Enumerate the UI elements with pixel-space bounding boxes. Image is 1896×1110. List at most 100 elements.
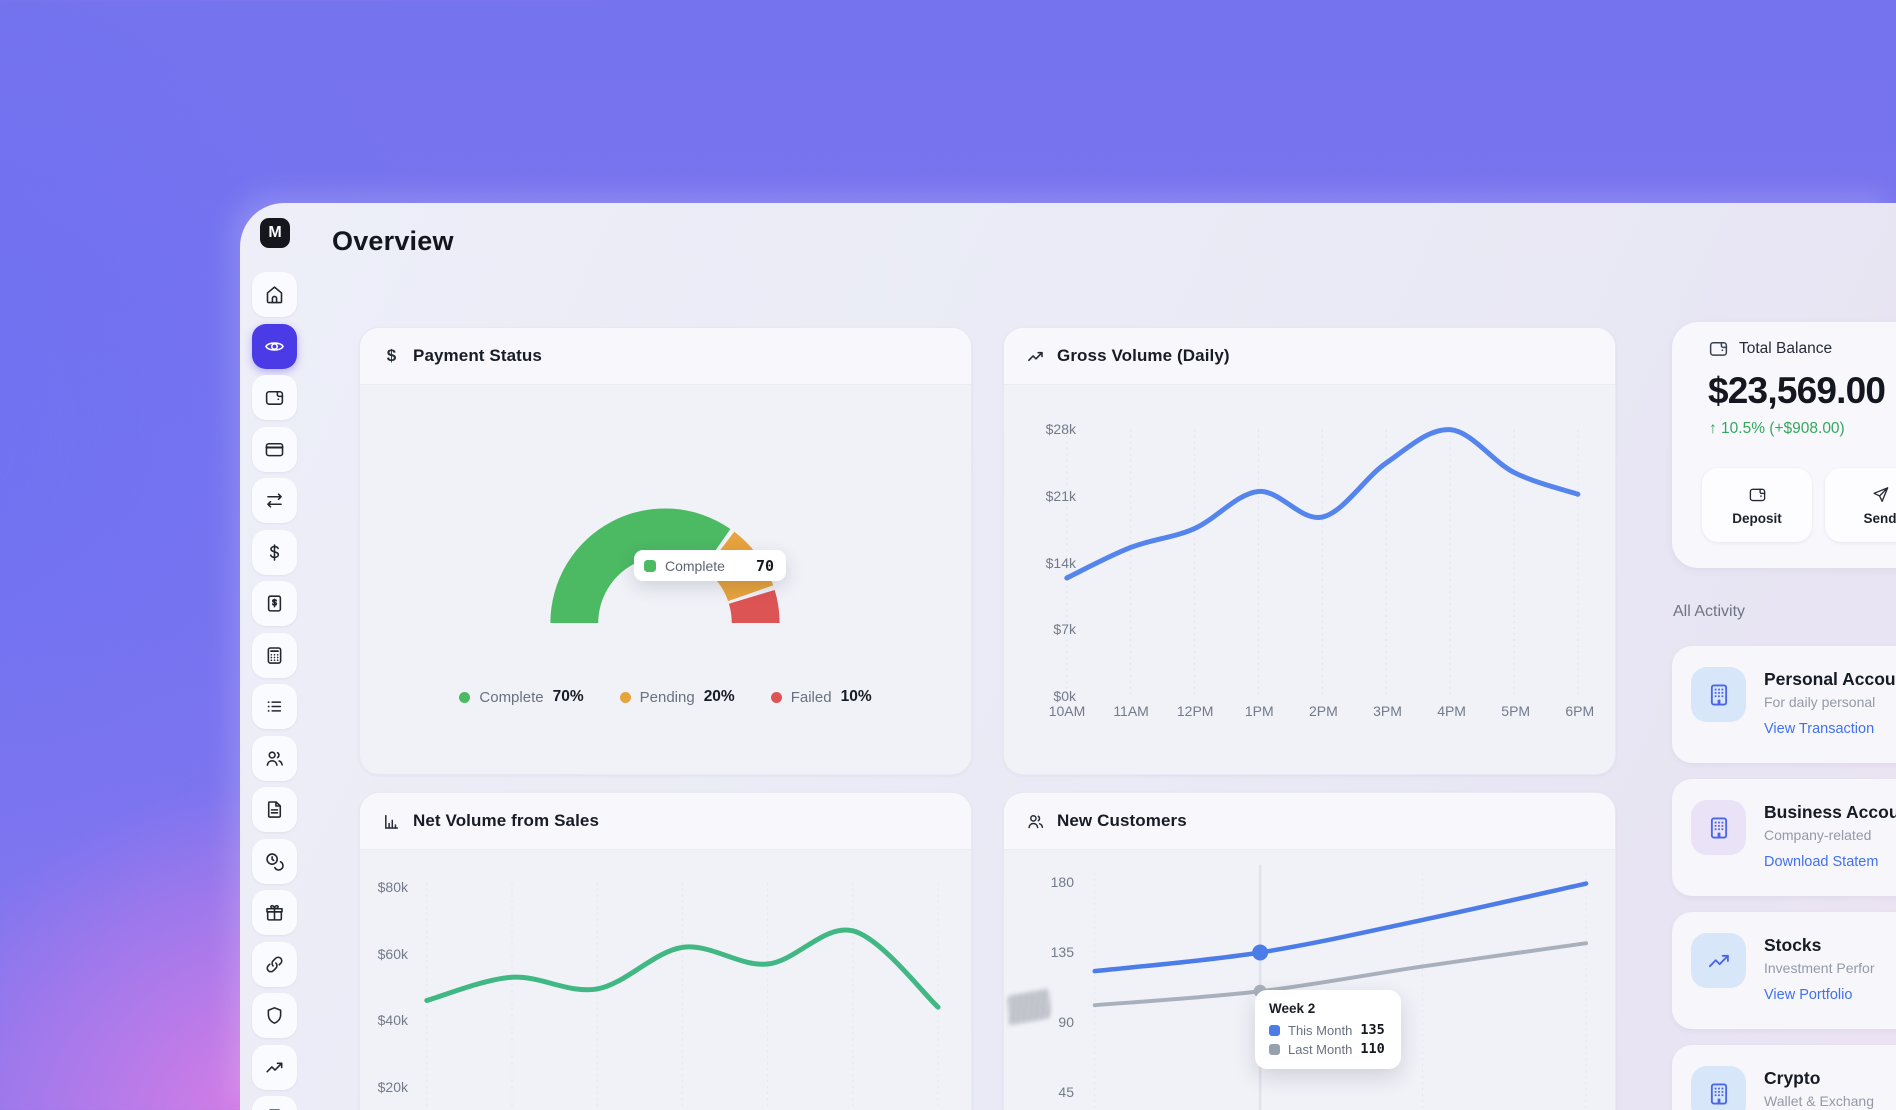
gauge-slice-failed[interactable] <box>728 589 780 624</box>
sidebar-item-wallet[interactable] <box>252 375 297 420</box>
dollar-icon <box>269 543 280 561</box>
sidebar-item-documents[interactable] <box>252 787 297 832</box>
activity-subtitle: Company-related <box>1764 827 1872 843</box>
sidebar-item-invoices[interactable] <box>252 581 297 626</box>
new-customers-header: New Customers <box>1004 793 1615 850</box>
customers-line-last-month[interactable] <box>1092 941 1589 1008</box>
axis-label: 6PM <box>1565 703 1595 719</box>
net-volume-chart[interactable] <box>360 793 971 1110</box>
gift-icon <box>266 904 283 921</box>
sidebar-item-transactions[interactable] <box>252 684 297 729</box>
legend-dot <box>459 691 471 703</box>
gross-volume-line[interactable] <box>1064 427 1581 581</box>
shield-icon <box>267 1007 282 1024</box>
button-label: Send <box>1863 510 1896 526</box>
file-text-icon <box>267 801 282 818</box>
payment-status-legend: Complete 70% Pending 20% Failed 10% <box>360 688 971 706</box>
total-balance-card: Total Balance $23,569.00 ↑ 10.5% (+$908.… <box>1672 322 1896 568</box>
activity-card-stocks[interactable]: Stocks Investment Perfor View Portfolio <box>1672 912 1896 1029</box>
gross-volume-chart[interactable] <box>1004 328 1615 775</box>
receipt-dollar-icon <box>267 595 282 612</box>
axis-label: 180 <box>1050 874 1074 891</box>
legend-dot <box>619 691 631 703</box>
activity-link[interactable]: View Portfolio <box>1764 987 1853 1003</box>
legend-item-failed: Failed 10% <box>770 688 872 706</box>
sidebar-item-links[interactable] <box>252 941 297 987</box>
sidebar-item-analytics[interactable] <box>252 1044 297 1090</box>
axis-label: 11AM <box>1113 703 1149 719</box>
swap-arrows-icon <box>267 493 282 508</box>
payment-status-card: $ Payment Status Complete 70 Complete 70%… <box>359 327 972 775</box>
sidebar-item-calculator[interactable] <box>252 632 297 678</box>
net-volume-line[interactable] <box>424 927 941 1010</box>
axis-label: 135 <box>1050 944 1074 960</box>
sidebar-item-home[interactable] <box>252 272 297 317</box>
legend-value: 70% <box>552 688 584 705</box>
card-title: Gross Volume (Daily) <box>1057 346 1230 365</box>
series-value: 135 <box>1360 1022 1385 1038</box>
bar-chart-icon <box>385 814 399 829</box>
activity-card-crypto[interactable]: Crypto Wallet & Exchang <box>1672 1045 1896 1110</box>
axis-label: 45 <box>1058 1083 1074 1100</box>
series-label: This Month <box>1288 1022 1353 1038</box>
activity-card-business-accou[interactable]: Business Accou Company-related Download St… <box>1672 779 1896 896</box>
legend-value: 10% <box>840 688 872 705</box>
gauge-tooltip: Complete 70 <box>634 550 786 581</box>
customers-tooltip-title: Week 2 <box>1269 1001 1316 1016</box>
users-icon <box>266 750 283 766</box>
gauge-tooltip-value: 70 <box>755 556 774 575</box>
axis-label: 3PM <box>1373 703 1402 719</box>
button-label: Deposit <box>1732 510 1782 526</box>
sidebar-item-cards[interactable] <box>252 426 297 472</box>
customers-line-this-month[interactable] <box>1092 881 1589 974</box>
activity-title: Business Accou <box>1764 802 1896 822</box>
deposit-button[interactable]: Deposit <box>1702 468 1812 542</box>
axis-label: 2PM <box>1308 703 1338 719</box>
gross-volume-header: Gross Volume (Daily) <box>1004 328 1615 385</box>
sidebar-item-security[interactable] <box>252 993 297 1038</box>
send-button[interactable]: Send <box>1825 468 1896 542</box>
sidebar-item-transfers[interactable] <box>252 478 297 523</box>
sidebar-item-coins[interactable] <box>252 838 297 884</box>
gauge-slice-complete[interactable] <box>550 508 731 624</box>
axis-label: $80k <box>377 879 408 895</box>
activity-title: Stocks <box>1764 935 1822 955</box>
legend-label: Pending <box>639 688 695 706</box>
tooltip-row: Last Month 110 <box>1269 1041 1387 1057</box>
building-icon <box>1710 817 1727 838</box>
coins-icon <box>266 852 284 871</box>
legend-label: Failed <box>790 688 832 706</box>
list-icon <box>267 701 282 712</box>
net-volume-card: Net Volume from Sales $80k $60k $40k $20k <box>359 792 972 1110</box>
sidebar-item-overview[interactable] <box>252 323 297 369</box>
activity-list: Personal Accou For daily personal View Tra… <box>1672 646 1896 1110</box>
activity-card-personal-accou[interactable]: Personal Accou For daily personal View Tra… <box>1672 646 1896 763</box>
calculator-icon <box>267 646 282 664</box>
sidebar-item-rewards[interactable] <box>252 890 297 935</box>
activity-link[interactable]: View Transaction <box>1764 721 1875 737</box>
legend-swatch <box>644 559 656 572</box>
activity-link[interactable]: Download Statem <box>1764 854 1879 870</box>
app-logo: M <box>260 218 290 248</box>
dollar-icon: $ <box>386 346 397 365</box>
new-customers-card: New Customers Week 2 This Month 135 Last M… <box>1003 792 1616 1110</box>
axis-label: $28k <box>1045 421 1076 437</box>
this-month-point[interactable] <box>1252 944 1269 961</box>
sidebar-item-customers[interactable] <box>252 735 297 781</box>
activity-icon-tile <box>1691 933 1746 988</box>
axis-label: $20k <box>377 1078 408 1095</box>
eye-icon <box>265 341 284 351</box>
wallet-icon <box>1749 488 1765 501</box>
tooltip-row: This Month 135 <box>1269 1022 1387 1038</box>
legend-item-complete: Complete 70% <box>459 688 584 706</box>
series-label: Last Month <box>1288 1041 1353 1057</box>
activity-subtitle: Investment Perfor <box>1764 960 1875 976</box>
page-title: Overview <box>332 226 454 256</box>
sidebar-item-devices[interactable] <box>252 1096 297 1110</box>
series-value: 110 <box>1360 1041 1385 1057</box>
sidebar <box>252 272 297 1110</box>
card-title: Net Volume from Sales <box>413 811 600 830</box>
sidebar-item-payments[interactable] <box>252 529 297 575</box>
building-icon <box>1710 684 1727 705</box>
net-volume-header: Net Volume from Sales <box>360 793 971 850</box>
